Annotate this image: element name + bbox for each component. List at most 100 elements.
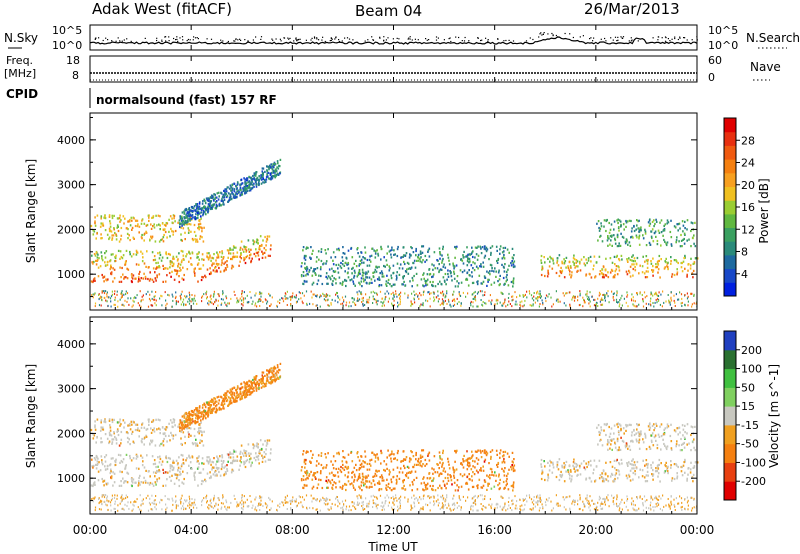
velocity-cell xyxy=(127,441,129,444)
power-cell xyxy=(307,273,309,276)
power-clutter-cell xyxy=(410,304,412,307)
velocity-cell xyxy=(450,479,453,482)
power-cell xyxy=(242,187,244,190)
power-cell xyxy=(164,230,167,234)
power-clutter-cell xyxy=(589,305,591,308)
power-cell xyxy=(240,183,242,186)
power-clutter-cell xyxy=(537,290,539,293)
noise-search-point xyxy=(600,38,602,40)
power-cell xyxy=(402,246,405,249)
power-cell xyxy=(187,217,189,220)
velocity-cell xyxy=(395,478,398,481)
velocity-cell xyxy=(230,399,232,402)
power-clutter-cell xyxy=(212,295,215,298)
power-clutter-cell xyxy=(512,298,514,301)
power-cell xyxy=(600,222,602,225)
velocity-cell xyxy=(361,472,364,475)
power-cell xyxy=(677,223,680,226)
velocity-cell xyxy=(460,485,463,488)
power-cell xyxy=(96,232,98,235)
power-cell xyxy=(300,265,303,268)
velocity-cell xyxy=(106,437,109,440)
velocity-cell xyxy=(157,465,159,468)
power-cell xyxy=(261,167,264,170)
velocity-cell xyxy=(272,370,274,373)
velocity-cell xyxy=(185,420,187,423)
power-cell xyxy=(252,174,254,178)
power-cell xyxy=(645,270,648,273)
power-clutter-cell xyxy=(356,291,358,294)
power-cell xyxy=(230,257,232,261)
velocity-cell xyxy=(270,367,272,370)
velocity-cell xyxy=(332,463,334,466)
velocity-cell xyxy=(227,404,229,407)
power-clutter-cell xyxy=(650,293,652,296)
power-cell xyxy=(231,184,233,187)
power-clutter-cell xyxy=(222,293,224,296)
noise-search-point xyxy=(193,36,195,38)
power-cell xyxy=(186,268,189,271)
power-clutter-cell xyxy=(182,301,184,304)
power-cell xyxy=(229,252,232,255)
power-cell xyxy=(222,201,225,204)
velocity-cell xyxy=(165,428,167,431)
velocity-cell xyxy=(479,449,481,452)
power-clutter-cell xyxy=(443,301,445,304)
power-clutter-cell xyxy=(604,294,606,297)
noise-search-point xyxy=(102,39,104,42)
velocity-cell xyxy=(90,484,93,487)
power-clutter-cell xyxy=(687,304,689,307)
power-clutter-cell xyxy=(429,293,431,296)
power-clutter-cell xyxy=(583,299,585,302)
power-cell xyxy=(227,256,229,259)
noise-left-label: N.Sky xyxy=(4,31,38,45)
velocity-cell xyxy=(244,384,246,387)
velocity-cell xyxy=(97,479,100,482)
power-cell xyxy=(199,237,201,240)
power-cell xyxy=(616,254,618,257)
velocity-cell xyxy=(357,477,360,480)
velocity-cell xyxy=(251,461,253,464)
power-cell xyxy=(268,166,270,169)
velocity-cell xyxy=(92,437,95,440)
power-cell xyxy=(226,264,228,267)
power-cell xyxy=(95,251,98,254)
velocity-cell xyxy=(208,401,211,404)
power-clutter-cell xyxy=(467,292,469,295)
velocity-cell xyxy=(94,420,96,423)
power-cell xyxy=(350,247,352,250)
noise-search-point xyxy=(435,36,438,38)
power-clutter-cell xyxy=(134,296,136,299)
power-clutter-cell xyxy=(579,292,581,295)
velocity-cell xyxy=(226,453,229,456)
velocity-cell xyxy=(222,399,225,402)
power-cell xyxy=(131,219,133,222)
velocity-cell xyxy=(236,399,238,402)
power-cell xyxy=(467,284,470,287)
power-cell xyxy=(310,266,312,269)
power-cell xyxy=(116,226,118,229)
power-cell xyxy=(364,273,367,276)
power-cell xyxy=(442,265,445,268)
power-clutter-cell xyxy=(358,290,360,293)
noise-search-point xyxy=(371,36,373,38)
power-clutter-cell xyxy=(362,296,364,299)
power-cell xyxy=(482,265,485,268)
velocity-cell xyxy=(272,378,274,382)
power-cell xyxy=(256,176,259,179)
noise-search-point xyxy=(235,38,237,40)
power-cell xyxy=(255,248,257,251)
power-cell xyxy=(261,175,264,178)
velocity-cell xyxy=(181,481,183,484)
power-cell xyxy=(155,214,157,217)
power-cell xyxy=(259,235,262,238)
velocity-cell xyxy=(164,434,167,438)
power-cell xyxy=(265,240,268,243)
power-cell xyxy=(143,222,146,225)
power-cell xyxy=(215,200,218,203)
power-clutter-cell xyxy=(433,296,435,299)
power-cell xyxy=(279,158,282,161)
velocity-cell xyxy=(320,454,323,457)
velocity-cell xyxy=(249,458,251,461)
power-clutter-cell xyxy=(668,301,670,304)
